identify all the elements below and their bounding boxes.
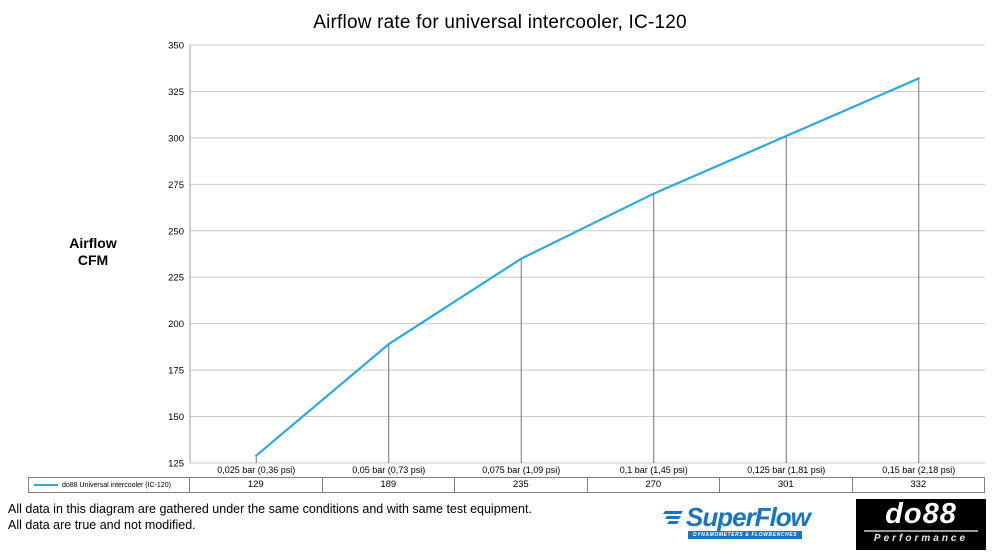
svg-text:200: 200: [168, 319, 184, 330]
series-value-cell: 332: [853, 478, 985, 492]
series-value-cell: 270: [588, 478, 720, 492]
x-axis-category-label: 0,15 bar (2,18 psi): [882, 465, 956, 475]
series-value-cell: 189: [323, 478, 455, 492]
svg-text:275: 275: [168, 180, 184, 191]
superflow-logo: SuperFlow DYNAMOMETERS & FLOWBENCHES: [662, 502, 834, 546]
x-axis-category-label: 0,125 bar (1,81 psi): [747, 465, 826, 475]
y-axis-title-line2: CFM: [77, 252, 109, 268]
legend-label: do88 Universal intercooler (IC-120): [62, 481, 171, 489]
drop-lines: [255, 78, 920, 463]
x-axis-category-row: 0,025 bar (0,36 psi) 0,05 bar (0,73 psi) 0…: [190, 464, 985, 477]
gridlines: [190, 44, 985, 464]
y-axis-tick-labels: 125 150 175 200 225 250 275 300 325 350: [168, 41, 184, 470]
x-axis-category-label: 0,025 bar (0,36 psi): [217, 465, 296, 475]
svg-text:225: 225: [168, 273, 184, 284]
svg-text:300: 300: [168, 133, 184, 144]
svg-text:125: 125: [168, 459, 184, 470]
series-line: [255, 77, 920, 457]
footer-note-line1: All data in this diagram are gathered un…: [8, 502, 532, 516]
do88-divider: [864, 530, 978, 532]
svg-text:250: 250: [168, 226, 184, 237]
legend-cell: do88 Universal intercooler (IC-120): [28, 477, 190, 493]
x-axis-category-label: 0,075 bar (1,09 psi): [482, 465, 561, 475]
footer-note: All data in this diagram are gathered un…: [8, 501, 532, 533]
svg-text:325: 325: [168, 87, 184, 98]
x-axis-category-label: 0,05 bar (0,73 psi): [352, 465, 426, 475]
legend-line-swatch: [34, 484, 58, 486]
footer-note-line2: All data are true and not modified.: [8, 518, 196, 532]
svg-text:150: 150: [168, 412, 184, 423]
chart-title: Airflow rate for universal intercooler, …: [313, 12, 687, 33]
svg-text:350: 350: [168, 41, 184, 52]
series-value-cell: 129: [190, 478, 323, 492]
y-axis-title-line1: Airflow: [69, 235, 117, 251]
superflow-stripes-icon: [662, 510, 684, 525]
series-value-cell: 235: [455, 478, 588, 492]
x-axis-category-label: 0,1 bar (1,45 psi): [619, 465, 688, 475]
superflow-wordmark: SuperFlow: [686, 502, 811, 532]
do88-tagline: Performance: [873, 533, 969, 544]
svg-text:175: 175: [168, 366, 184, 377]
series-value-cell: 301: [720, 478, 853, 492]
data-table-values-row: 129 189 235 270 301 332: [190, 477, 985, 493]
do88-wordmark: do88: [885, 498, 957, 530]
y-axis-title: Airflow CFM: [33, 235, 153, 269]
superflow-tagline: DYNAMOMETERS & FLOWBENCHES: [688, 531, 803, 539]
do88-logo: do88 Performance: [856, 499, 986, 550]
